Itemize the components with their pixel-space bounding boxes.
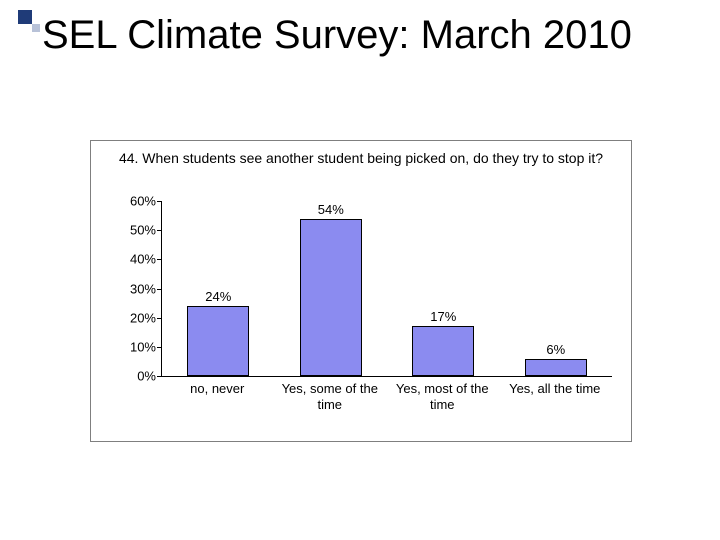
y-axis-tick-mark xyxy=(157,289,162,290)
chart-plot-area: 24%54%17%6% 0%10%20%30%40%50%60% xyxy=(161,201,612,377)
x-axis-category-label: no, never xyxy=(162,381,272,397)
chart-bar-value-label: 24% xyxy=(205,289,231,304)
chart-x-axis-labels: no, neverYes, some of the timeYes, most … xyxy=(161,381,611,431)
y-axis-tick-mark xyxy=(157,259,162,260)
decor-square-small xyxy=(32,24,40,32)
x-axis-category-label: Yes, most of the time xyxy=(387,381,497,414)
chart-bar xyxy=(525,359,587,377)
y-axis-tick-mark xyxy=(157,376,162,377)
title-bullet-decor xyxy=(18,10,40,32)
chart-bar-value-label: 17% xyxy=(430,309,456,324)
chart-title: 44. When students see another student be… xyxy=(91,149,631,167)
y-axis-tick-mark xyxy=(157,347,162,348)
chart-bar xyxy=(187,306,249,376)
y-axis-tick-mark xyxy=(157,201,162,202)
slide-title: SEL Climate Survey: March 2010 xyxy=(42,12,700,58)
chart-bar xyxy=(300,219,362,377)
chart-bar xyxy=(412,326,474,376)
decor-square-large xyxy=(18,10,32,24)
x-axis-category-label: Yes, some of the time xyxy=(275,381,385,414)
chart-container: 44. When students see another student be… xyxy=(90,140,632,442)
x-axis-category-label: Yes, all the time xyxy=(500,381,610,397)
chart-bar-value-label: 6% xyxy=(546,342,565,357)
y-axis-tick-mark xyxy=(157,318,162,319)
y-axis-tick-mark xyxy=(157,230,162,231)
chart-bars-group: 24% 54% 17% 6% xyxy=(162,201,612,376)
chart-bar-value-label: 54% xyxy=(318,202,344,217)
slide: SEL Climate Survey: March 2010 44. When … xyxy=(0,0,720,540)
